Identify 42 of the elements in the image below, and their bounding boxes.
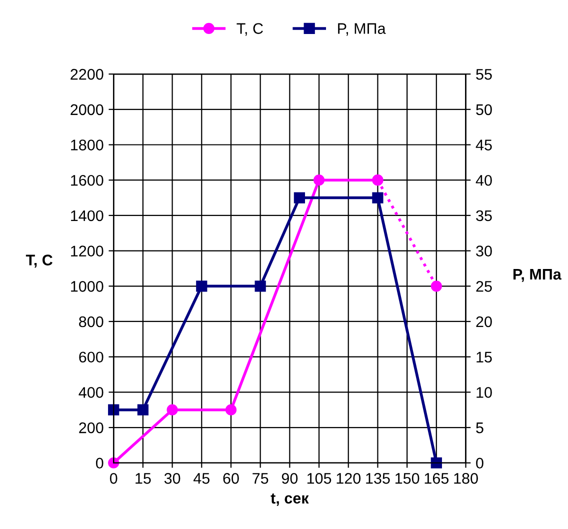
y2-tick-label: 0: [476, 458, 484, 469]
y-tick-label: 1400: [71, 210, 104, 222]
y-tick-label: 400: [78, 387, 104, 398]
x-tick-label: 180: [454, 473, 478, 484]
x-tick-label: 165: [424, 473, 449, 484]
x-tick-label: 105: [307, 473, 332, 484]
x-tick-label: 150: [395, 473, 420, 484]
y-tick-label: 800: [79, 316, 104, 328]
y2-tick-label: 25: [476, 281, 492, 292]
y-tick-label: 1200: [71, 246, 104, 256]
y-tick-label: 600: [79, 352, 104, 363]
y-tick-label: 2000: [70, 104, 104, 116]
y2-tick-label: 10: [476, 387, 492, 398]
x-tick-label: 135: [366, 473, 390, 484]
y2-tick-label: 15: [476, 352, 492, 363]
y-tick-label: 1800: [71, 140, 104, 150]
x-tick-label: 60: [223, 473, 239, 484]
x-tick-label: 45: [193, 473, 210, 484]
x-axis-title: t, сек: [270, 494, 309, 506]
y-axis-title: T, C: [26, 254, 52, 268]
x-tick-label: 90: [282, 473, 298, 484]
x-tick-label: 30: [164, 473, 180, 484]
y2-tick-label: 55: [476, 69, 492, 80]
x-tick-label: 75: [252, 473, 268, 484]
y-tick-label: 0: [96, 458, 104, 469]
y2-tick-label: 50: [476, 104, 492, 116]
y2-axis-title: P, МПа: [513, 269, 562, 282]
x-tick-label: 0: [110, 473, 118, 484]
x-tick-label: 15: [136, 473, 151, 484]
y2-tick-label: 20: [476, 316, 492, 328]
legend-label: T, C: [236, 23, 263, 36]
y-tick-label: 200: [79, 422, 104, 434]
y2-tick-label: 5: [476, 422, 484, 434]
legend-label: P, МПа: [338, 23, 386, 36]
y2-tick-label: 40: [476, 174, 492, 186]
y2-tick-label: 30: [476, 246, 492, 256]
x-tick-label: 120: [336, 473, 361, 484]
y-tick-label: 1600: [71, 174, 104, 186]
y2-tick-label: 35: [476, 210, 492, 222]
y-tick-label: 1000: [71, 281, 104, 292]
y2-tick-label: 45: [476, 140, 492, 150]
y-tick-label: 2200: [70, 68, 104, 80]
